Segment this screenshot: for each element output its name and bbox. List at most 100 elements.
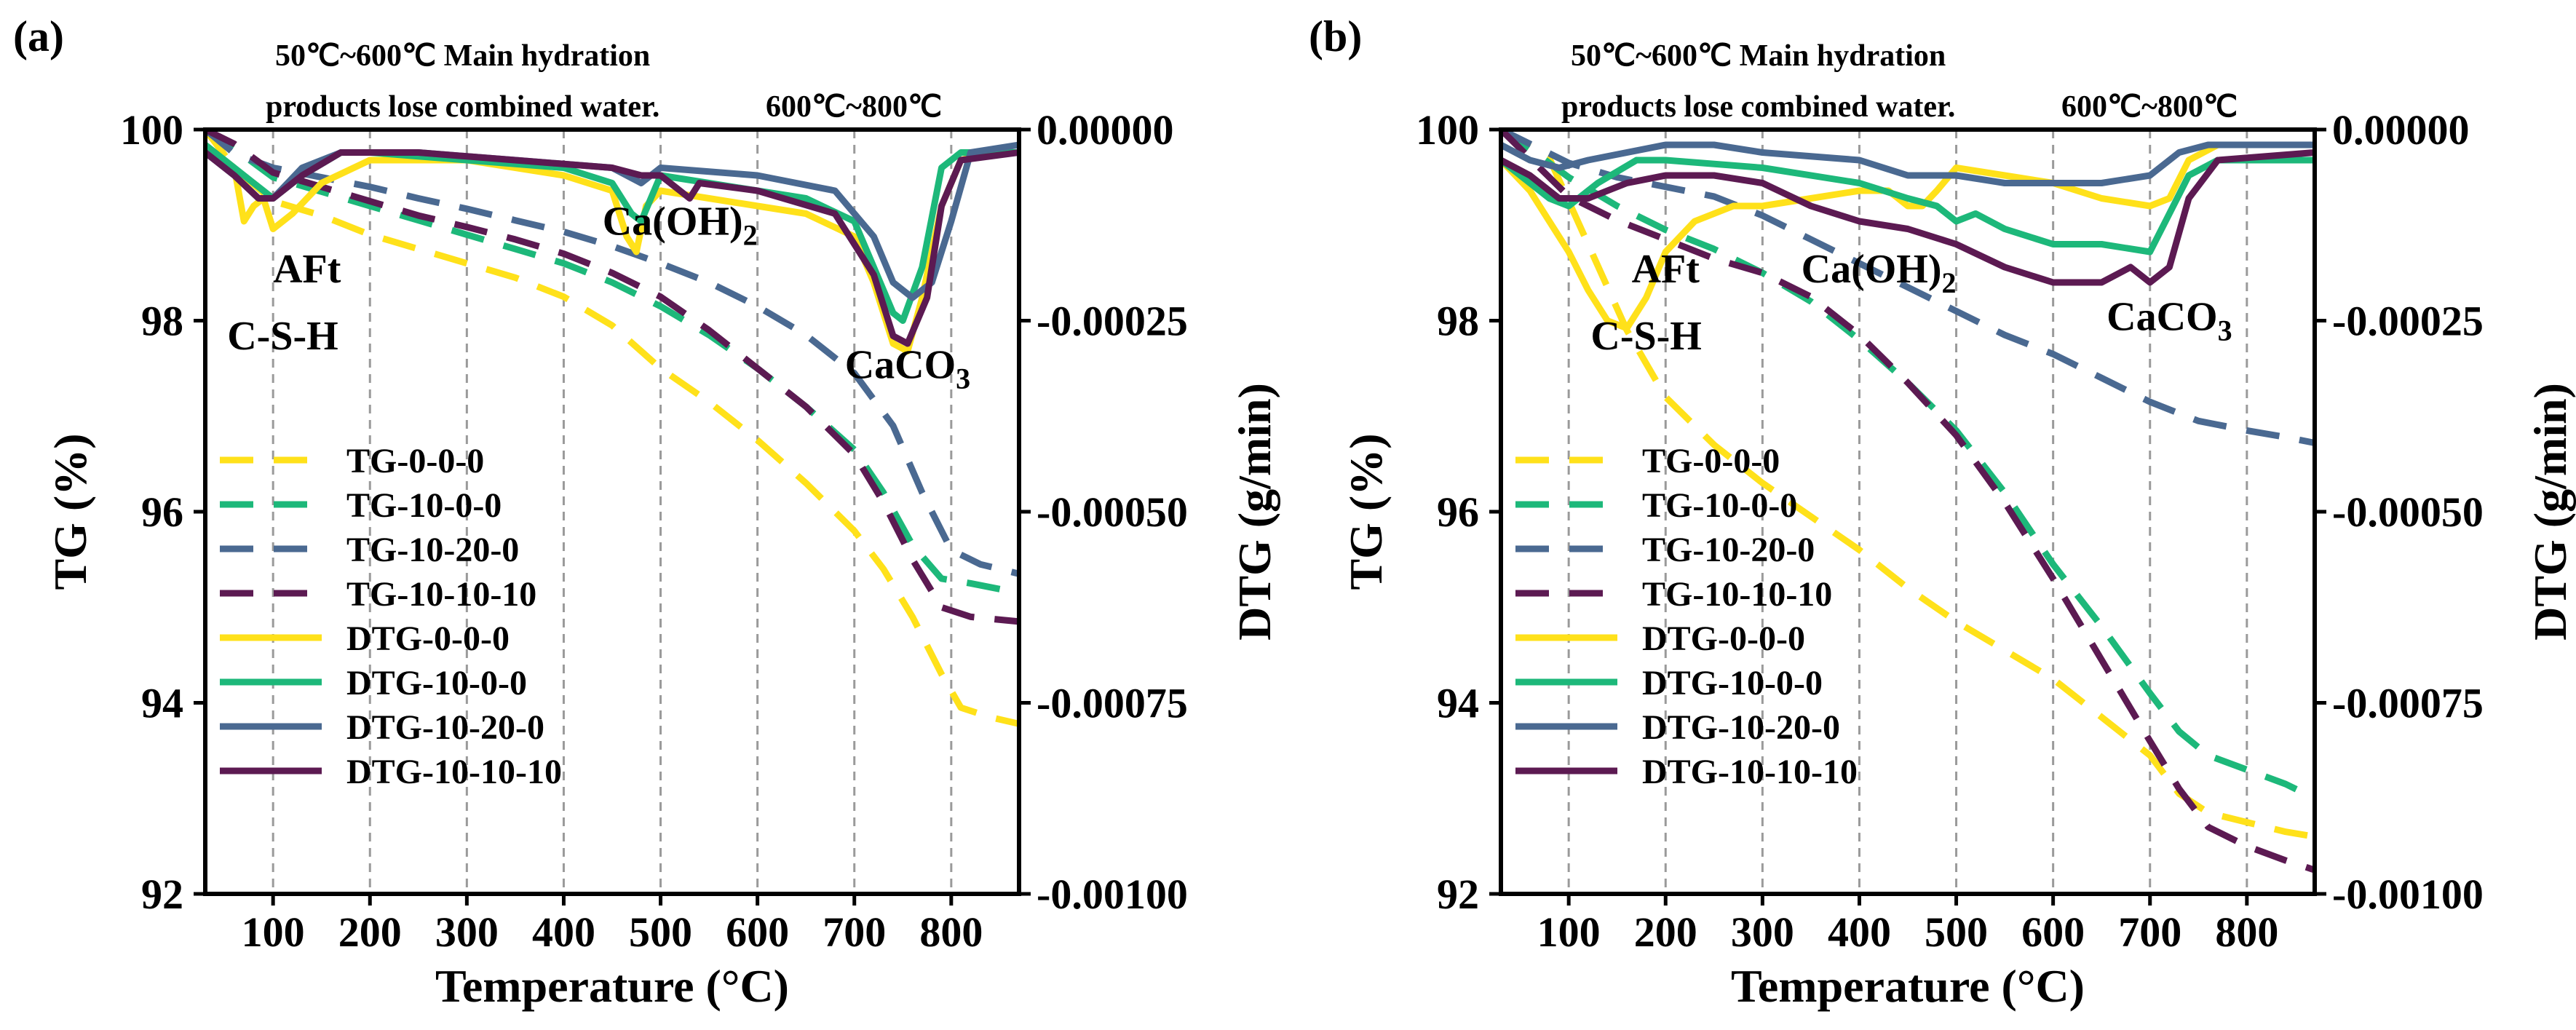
legend-item: DTG-10-20-0 <box>1515 708 1840 747</box>
x-tick-label: 600 <box>726 908 789 956</box>
x-axis-title: Temperature (°C) <box>435 960 789 1012</box>
region-note-line1: 50℃~600℃ Main hydration <box>1571 39 1946 73</box>
y-left-tick-label: 92 <box>141 871 183 918</box>
panel-a: 100 200 300 400 500 600 700 800 92 94 96 98 100 -0.00… <box>13 12 1280 1012</box>
legend-item: TG-10-10-10 <box>1515 575 1832 614</box>
series-line-tg-10-10-10 <box>1501 130 2315 873</box>
x-tick-label: 500 <box>1925 908 1988 956</box>
series-line-tg-10-0-0 <box>1501 130 2315 801</box>
legend-label: TG-0-0-0 <box>1642 442 1780 480</box>
y-left-tick-label: 100 <box>120 106 183 154</box>
series-line-tg-10-10-10 <box>205 130 1019 625</box>
legend-label: DTG-10-20-0 <box>346 708 544 747</box>
x-tick-label: 400 <box>532 908 595 956</box>
x-tick-label: 700 <box>2118 908 2181 956</box>
peak-annotation: C-S-H <box>227 314 338 359</box>
x-tick-label: 100 <box>1537 908 1601 956</box>
x-tick-label: 300 <box>1731 908 1794 956</box>
series-line-dtg-0-0-0 <box>1501 141 2315 332</box>
peak-annotation: AFt <box>273 247 341 292</box>
legend-item: TG-10-0-0 <box>220 486 502 525</box>
region-note-range: 600℃~800℃ <box>2061 90 2238 124</box>
legend-item: DTG-10-10-10 <box>1515 753 1858 791</box>
y-left-tick-label: 94 <box>1437 680 1479 727</box>
legend-label: DTG-10-0-0 <box>346 664 527 702</box>
legend-label: DTG-10-10-10 <box>1642 753 1858 791</box>
y-left-tick-label: 96 <box>141 488 183 536</box>
series-group <box>205 130 1019 727</box>
y-left-axis-title: TG (%) <box>44 433 96 590</box>
x-tick-label: 300 <box>435 908 499 956</box>
series-line-dtg-10-10-10 <box>1501 149 2315 286</box>
series-line-tg-10-0-0 <box>205 130 1019 597</box>
y-right-axis-title: DTG (g/min) <box>2524 383 2576 641</box>
legend-item: TG-0-0-0 <box>1515 442 1780 480</box>
legend-label: TG-0-0-0 <box>346 442 484 480</box>
legend-item: DTG-0-0-0 <box>220 619 510 658</box>
region-note-line2: products lose combined water. <box>1561 90 1955 124</box>
y-right-tick-label: -0.00075 <box>2332 680 2484 727</box>
y-left-tick-label: 100 <box>1416 106 1479 154</box>
y-right-axis-title: DTG (g/min) <box>1229 383 1280 641</box>
legend-label: TG-10-20-0 <box>1642 531 1815 569</box>
series-line-tg-0-0-0 <box>1501 130 2315 840</box>
legend-label: TG-10-0-0 <box>1642 486 1797 525</box>
legend-item: DTG-10-0-0 <box>220 664 527 702</box>
y-right-tick-label: -0.00025 <box>1037 298 1188 345</box>
legend-item: TG-10-20-0 <box>1515 531 1815 569</box>
plot-frame <box>1499 127 2317 896</box>
y-right-tick-label: -0.00025 <box>2332 298 2484 345</box>
legend: TG-0-0-0 TG-10-0-0 TG-10-20-0 TG-10-10-10 DT… <box>220 442 562 791</box>
y-right-tick-label: -0.00100 <box>2332 871 2484 918</box>
y-left-tick-label: 92 <box>1437 871 1479 918</box>
x-tick-label: 200 <box>1634 908 1697 956</box>
legend-item: TG-10-0-0 <box>1515 486 1797 525</box>
panel-label: (a) <box>13 12 64 60</box>
y-right-tick-label: 0.00000 <box>2332 106 2470 154</box>
y-right-tick-label: -0.00100 <box>1037 871 1188 918</box>
y-left-tick-label: 96 <box>1437 488 1479 536</box>
legend-item: TG-0-0-0 <box>220 442 484 480</box>
x-tick-label: 500 <box>629 908 692 956</box>
peak-annotation: AFt <box>1632 247 1700 292</box>
region-note-range: 600℃~800℃ <box>766 90 942 124</box>
y-right-tick-label: -0.00050 <box>2332 488 2484 536</box>
peak-annotation: Ca(OH)2 <box>1802 247 1957 299</box>
legend-label: TG-10-20-0 <box>346 531 519 569</box>
panel-b: 100 200 300 400 500 600 700 800 92 94 96 98 100 -0.00… <box>1309 12 2576 1012</box>
legend-item: TG-10-10-10 <box>220 575 536 614</box>
peak-annotation: CaCO3 <box>2107 295 2232 347</box>
x-tick-label: 400 <box>1828 908 1891 956</box>
legend-item: DTG-10-0-0 <box>1515 664 1823 702</box>
legend-item: DTG-10-10-10 <box>220 753 562 791</box>
legend-label: TG-10-10-10 <box>346 575 536 614</box>
legend-label: DTG-10-0-0 <box>1642 664 1823 702</box>
y-left-tick-label: 98 <box>1437 298 1479 345</box>
peak-annotation: Ca(OH)2 <box>603 199 758 251</box>
y-right-tick-label: 0.00000 <box>1037 106 1174 154</box>
series-line-tg-0-0-0 <box>205 130 1019 727</box>
x-tick-label: 800 <box>2215 908 2278 956</box>
legend-label: TG-10-0-0 <box>346 486 502 525</box>
y-left-axis-title: TG (%) <box>1340 433 1392 590</box>
x-tick-label: 600 <box>2021 908 2085 956</box>
y-left-tick-label: 94 <box>141 680 183 727</box>
region-note-line1: 50℃~600℃ Main hydration <box>275 39 650 73</box>
x-tick-label: 100 <box>242 908 305 956</box>
x-axis-title: Temperature (°C) <box>1731 960 2085 1012</box>
series-line-tg-10-20-0 <box>1501 130 2315 446</box>
x-tick-label: 700 <box>823 908 886 956</box>
legend-label: DTG-0-0-0 <box>346 619 510 658</box>
legend-label: DTG-10-20-0 <box>1642 708 1840 747</box>
x-tick-label: 200 <box>338 908 402 956</box>
panel-label: (b) <box>1309 12 1362 60</box>
legend-label: DTG-0-0-0 <box>1642 619 1805 658</box>
peak-annotation: CaCO3 <box>845 342 970 395</box>
legend-item: DTG-10-20-0 <box>220 708 544 747</box>
legend-label: TG-10-10-10 <box>1642 575 1832 614</box>
legend: TG-0-0-0 TG-10-0-0 TG-10-20-0 TG-10-10-10 DT… <box>1515 442 1858 791</box>
series-line-dtg-10-20-0 <box>1501 141 2315 186</box>
legend-item: TG-10-20-0 <box>220 531 519 569</box>
y-left-tick-label: 98 <box>141 298 183 345</box>
